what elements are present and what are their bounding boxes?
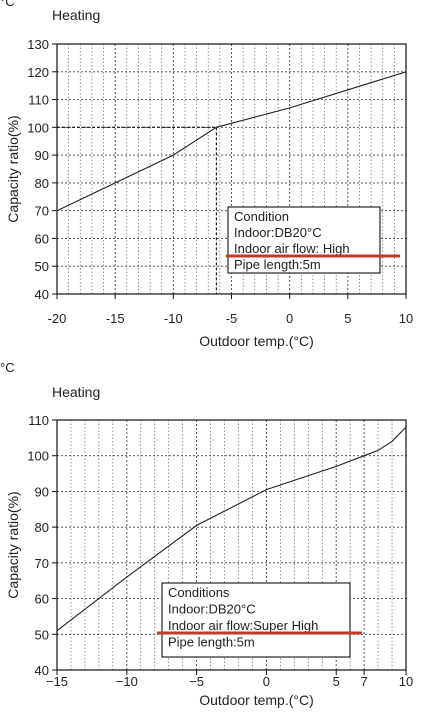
condition-title: Condition (234, 209, 289, 224)
condition-line: Pipe length:5m (234, 257, 321, 272)
y-tick-label: 80 (35, 176, 49, 191)
condition-box (227, 206, 381, 274)
x-tick-label: 0 (263, 674, 270, 689)
y-tick-label: 60 (35, 231, 49, 246)
y-tick-label: 130 (27, 37, 49, 52)
x-tick-label: -5 (226, 311, 238, 326)
y-tick-label: 100 (27, 449, 49, 464)
y-tick-label: 110 (28, 93, 49, 108)
y-tick-label: 100 (27, 120, 49, 135)
condition-line: Indoor air flow: High (234, 241, 350, 256)
condition-line: Indoor:DB20°C (168, 602, 256, 617)
y-tick-label: 110 (28, 413, 49, 428)
series-line (56, 71, 407, 212)
plot-frame (56, 419, 407, 671)
chart-title: Heating (52, 7, 100, 23)
condition-box (161, 582, 351, 658)
x-tick-label: 5 (344, 311, 351, 326)
x-tick-label: -20 (48, 311, 67, 326)
condition-line: Indoor air flow:Super High (168, 618, 318, 633)
x-tick-label: −5 (189, 674, 204, 689)
x-tick-label: 10 (399, 674, 413, 689)
x-tick-label: -15 (106, 311, 125, 326)
x-tick-label: -10 (164, 311, 183, 326)
y-tick-label: 50 (35, 259, 49, 274)
y-tick-label: 90 (35, 148, 49, 163)
corner-label-mid: °C (0, 360, 15, 375)
chart-2: Heating 40 50 60 70 80 90 100 110 −15 −10 −5 0 5 7 10 Ou… (5, 384, 413, 708)
y-tick-label: 40 (35, 287, 49, 302)
condition-title: Conditions (168, 585, 230, 600)
y-axis-label: Capacity ratio(%) (5, 491, 21, 598)
series-line (56, 426, 407, 632)
y-tick-label: 90 (35, 484, 49, 499)
x-tick-label: −15 (46, 674, 68, 689)
chart-title: Heating (52, 384, 100, 400)
y-tick-label: 70 (35, 556, 49, 571)
condition-line: Indoor:DB20°C (234, 225, 322, 240)
y-tick-label: 50 (35, 627, 49, 642)
y-tick-label: 60 (35, 592, 49, 607)
x-tick-label: 10 (399, 311, 413, 326)
y-tick-label: 120 (27, 65, 49, 80)
x-tick-label: −10 (116, 674, 138, 689)
x-axis-label: Outdoor temp.(°C) (199, 333, 314, 349)
x-axis-label: Outdoor temp.(°C) (199, 692, 314, 708)
y-tick-label: 40 (35, 663, 49, 678)
condition-line: Pipe length:5m (168, 635, 255, 650)
y-axis-label: Capacity ratio(%) (5, 115, 21, 222)
x-tick-label: 7 (361, 674, 368, 689)
x-tick-label: 5 (333, 674, 340, 689)
x-tick-label: 0 (286, 311, 293, 326)
corner-label-top: °C (0, 0, 15, 9)
y-tick-label: 80 (35, 520, 49, 535)
y-tick-label: 70 (35, 204, 49, 219)
